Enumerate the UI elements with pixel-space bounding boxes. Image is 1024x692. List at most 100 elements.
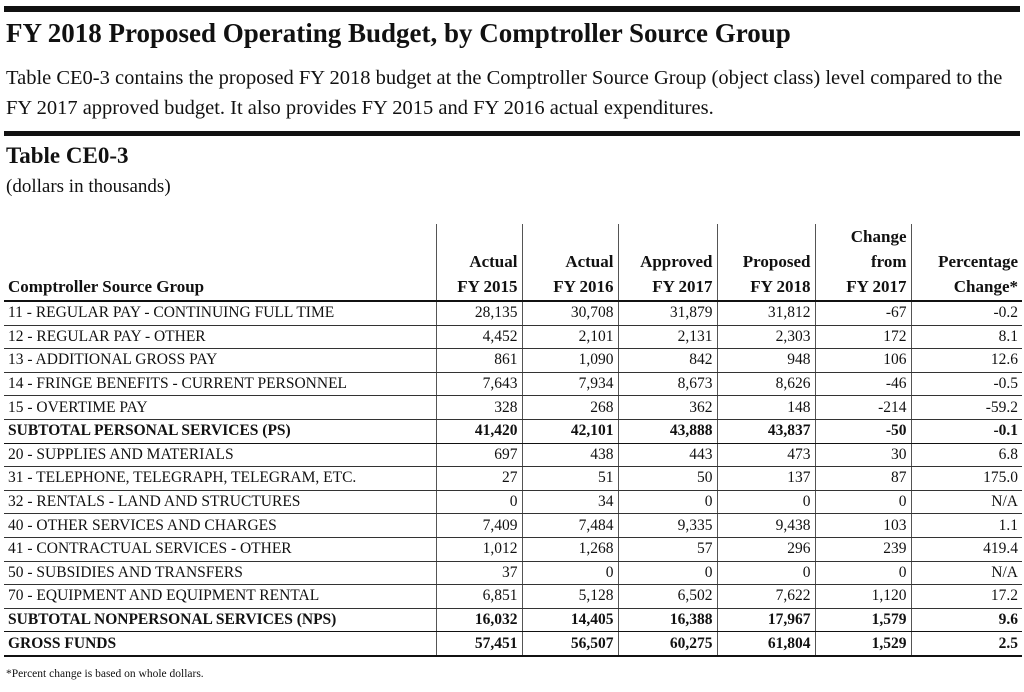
cell-value: 2,101 (521, 325, 618, 350)
row-label: 14 - FRINGE BENEFITS - CURRENT PERSONNEL (4, 372, 436, 397)
cell-value: 61,804 (716, 631, 815, 657)
table-row: 14 - FRINGE BENEFITS - CURRENT PERSONNEL… (4, 372, 1022, 397)
cell-value: 50 (617, 466, 717, 491)
table-row: 15 - OVERTIME PAY 328 268 362 148 -214 -59.2 (4, 395, 1022, 420)
cell-value: 9.6 (910, 607, 1022, 633)
cell-value: 8.1 (910, 325, 1022, 350)
cell-value: 28,135 (435, 301, 522, 326)
cell-value: 42,101 (521, 418, 618, 444)
cell-value: 5,128 (521, 584, 618, 609)
top-rule (4, 6, 1020, 12)
cell-value: 438 (521, 443, 618, 468)
cell-value: -0.2 (910, 301, 1022, 326)
table-row: 70 - EQUIPMENT AND EQUIPMENT RENTAL 6,851… (4, 584, 1022, 609)
row-label: 12 - REGULAR PAY - OTHER (4, 325, 436, 350)
cell-value: 106 (814, 348, 911, 373)
cell-value: 31,812 (716, 301, 815, 326)
cell-value: 6.8 (910, 443, 1022, 468)
table-row: SUBTOTAL PERSONAL SERVICES (PS) 41,420 42,… (4, 418, 1022, 444)
cell-value: -46 (814, 372, 911, 397)
cell-value: 16,388 (617, 607, 717, 633)
cell-value: 51 (521, 466, 618, 491)
cell-value: 443 (617, 443, 717, 468)
cell-value: 103 (814, 513, 911, 538)
table-row: 50 - SUBSIDIES AND TRANSFERS 37 0 0 0 0 N/A (4, 561, 1022, 586)
cell-value: 57 (617, 537, 717, 562)
cell-value: 0 (716, 561, 815, 586)
cell-value: 7,409 (435, 513, 522, 538)
cell-value: 27 (435, 466, 522, 491)
intro-paragraph: Table CE0-3 contains the proposed FY 201… (6, 67, 1003, 119)
row-label: 32 - RENTALS - LAND AND STRUCTURES (4, 490, 436, 515)
cell-value: 1,268 (521, 537, 618, 562)
table-header-row: Comptroller Source Group Actual FY 2015 A… (4, 224, 1022, 301)
row-label: 50 - SUBSIDIES AND TRANSFERS (4, 561, 436, 586)
row-label: 20 - SUPPLIES AND MATERIALS (4, 443, 436, 468)
table-row: 40 - OTHER SERVICES AND CHARGES 7,409 7,48… (4, 513, 1022, 538)
cell-value: N/A (910, 490, 1022, 515)
row-label: GROSS FUNDS (4, 631, 436, 657)
row-label: SUBTOTAL PERSONAL SERVICES (PS) (4, 418, 436, 444)
section-rule (4, 131, 1020, 136)
page-title: FY 2018 Proposed Operating Budget, by Co… (6, 18, 791, 48)
cell-value: 12.6 (910, 348, 1022, 373)
table-row: 41 - CONTRACTUAL SERVICES - OTHER 1,012 1,… (4, 537, 1022, 562)
cell-value: -67 (814, 301, 911, 326)
cell-value: 7,934 (521, 372, 618, 397)
table-row: 12 - REGULAR PAY - OTHER 4,452 2,101 2,131 2… (4, 325, 1022, 350)
cell-value: 9,335 (617, 513, 717, 538)
cell-value: 0 (435, 490, 522, 515)
row-label: 70 - EQUIPMENT AND EQUIPMENT RENTAL (4, 584, 436, 609)
row-label: SUBTOTAL NONPERSONAL SERVICES (NPS) (4, 607, 436, 633)
cell-value: 0 (617, 561, 717, 586)
cell-value: 239 (814, 537, 911, 562)
table-body: 11 - REGULAR PAY - CONTINUING FULL TIME 2… (4, 301, 1022, 657)
table-row: 32 - RENTALS - LAND AND STRUCTURES 0 34 0 0 0… (4, 490, 1022, 515)
cell-value: 1,012 (435, 537, 522, 562)
cell-value: 4,452 (435, 325, 522, 350)
column-header: Actual FY 2016 (521, 224, 618, 301)
row-label: 31 - TELEPHONE, TELEGRAPH, TELEGRAM, ETC… (4, 466, 436, 491)
cell-value: 16,032 (435, 607, 522, 633)
table-title: Table CE0-3 (6, 143, 129, 168)
cell-value: 30,708 (521, 301, 618, 326)
table-row: 20 - SUPPLIES AND MATERIALS 697 438 443 473 3… (4, 443, 1022, 468)
row-label: 40 - OTHER SERVICES AND CHARGES (4, 513, 436, 538)
row-label: 41 - CONTRACTUAL SERVICES - OTHER (4, 537, 436, 562)
column-header: Percentage Change* (910, 224, 1022, 301)
column-header: Change from FY 2017 (814, 224, 911, 301)
table-row: 31 - TELEPHONE, TELEGRAPH, TELEGRAM, ETC… (4, 466, 1022, 491)
cell-value: 0 (617, 490, 717, 515)
cell-value: 842 (617, 348, 717, 373)
cell-value: 1,120 (814, 584, 911, 609)
cell-value: 2,131 (617, 325, 717, 350)
cell-value: 697 (435, 443, 522, 468)
cell-value: 148 (716, 395, 815, 420)
cell-value: 31,879 (617, 301, 717, 326)
cell-value: 362 (617, 395, 717, 420)
cell-value: 30 (814, 443, 911, 468)
budget-table: Comptroller Source Group Actual FY 2015 A… (4, 224, 1022, 657)
cell-value: 87 (814, 466, 911, 491)
column-header: Approved FY 2017 (617, 224, 717, 301)
cell-value: 34 (521, 490, 618, 515)
cell-value: 43,888 (617, 418, 717, 444)
cell-value: -59.2 (910, 395, 1022, 420)
column-header: Proposed FY 2018 (716, 224, 815, 301)
cell-value: 0 (814, 490, 911, 515)
cell-value: -0.1 (910, 418, 1022, 444)
cell-value: 17,967 (716, 607, 815, 633)
cell-value: 2.5 (910, 631, 1022, 657)
cell-value: 9,438 (716, 513, 815, 538)
table-row: GROSS FUNDS 57,451 56,507 60,275 61,804 1,529… (4, 631, 1022, 657)
cell-value: 41,420 (435, 418, 522, 444)
cell-value: 57,451 (435, 631, 522, 657)
cell-value: 6,851 (435, 584, 522, 609)
cell-value: 1,579 (814, 607, 911, 633)
cell-value: 948 (716, 348, 815, 373)
cell-value: 268 (521, 395, 618, 420)
cell-value: N/A (910, 561, 1022, 586)
cell-value: 175.0 (910, 466, 1022, 491)
row-label: 11 - REGULAR PAY - CONTINUING FULL TIME (4, 301, 436, 326)
column-header: Comptroller Source Group (8, 277, 205, 296)
